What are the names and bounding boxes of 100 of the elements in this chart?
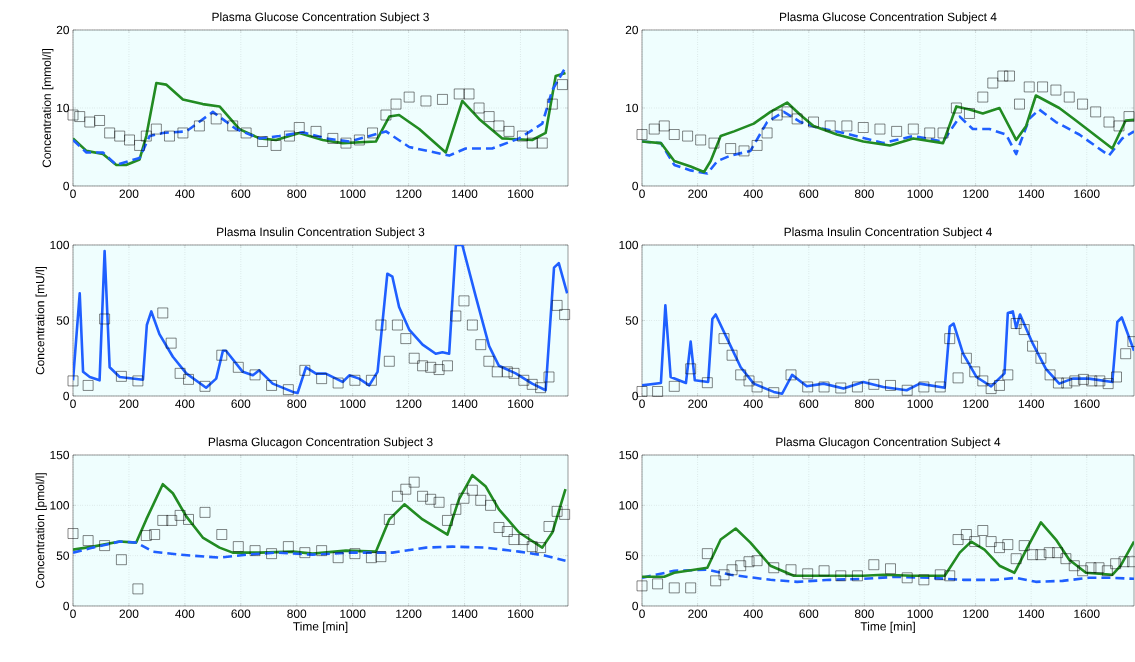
point — [551, 506, 563, 517]
point — [99, 540, 110, 551]
y-tick-label: 0 — [63, 601, 70, 611]
x-tick-label: 200 — [119, 399, 139, 408]
y-tick-label: 0 — [632, 601, 639, 611]
x-tick-label: 0 — [70, 189, 76, 198]
point — [227, 120, 238, 132]
point — [997, 70, 1009, 82]
point — [400, 483, 412, 495]
point — [1123, 111, 1135, 122]
point — [1010, 318, 1022, 329]
y-tick-label: 20 — [625, 25, 639, 35]
point — [232, 362, 244, 373]
point — [785, 564, 797, 576]
point — [559, 509, 570, 520]
point — [450, 504, 462, 515]
x-tick-label: 1000 — [340, 189, 366, 198]
point — [166, 515, 178, 526]
point — [725, 143, 736, 154]
x-tick-label: 1000 — [340, 609, 366, 618]
point — [458, 295, 470, 307]
point — [508, 368, 520, 379]
y-tick-label: 100 — [619, 240, 639, 250]
y-tick-label: 10 — [57, 103, 70, 113]
point — [985, 536, 997, 547]
point — [390, 98, 402, 110]
point — [1043, 547, 1055, 558]
point — [751, 555, 763, 566]
point — [94, 115, 105, 126]
y-tick-label: 50 — [625, 316, 639, 325]
point — [425, 493, 436, 505]
point — [392, 319, 403, 331]
point — [1014, 98, 1025, 110]
point — [977, 91, 989, 103]
point — [952, 372, 964, 384]
x-tick-label: 1200 — [963, 189, 989, 198]
x-tick-label: 0 — [639, 399, 645, 408]
point — [535, 542, 546, 553]
point — [367, 127, 378, 139]
point — [743, 556, 755, 568]
point — [467, 484, 478, 496]
point — [934, 381, 946, 393]
point — [183, 514, 194, 525]
x-tick-label: 400 — [175, 399, 195, 408]
point — [668, 582, 680, 594]
x-tick-label: 400 — [743, 399, 763, 408]
point — [485, 500, 496, 511]
point — [526, 137, 538, 149]
y-tick-label: 10 — [626, 103, 639, 113]
point — [901, 572, 913, 584]
x-tick-label: 600 — [799, 399, 819, 408]
point — [74, 111, 86, 122]
point — [349, 548, 361, 559]
point — [718, 333, 730, 344]
point — [249, 369, 261, 381]
point — [1010, 553, 1022, 564]
point — [408, 352, 420, 364]
point — [475, 495, 487, 506]
chart-title: Plasma Insulin Concentration Subject 3 — [217, 227, 425, 239]
point — [164, 130, 175, 142]
point — [908, 123, 919, 135]
point — [768, 387, 780, 398]
y-axis-title: Concentration [mmol/l] — [42, 49, 54, 168]
point — [808, 116, 819, 128]
point — [636, 129, 648, 140]
point — [403, 91, 415, 103]
point — [1018, 324, 1030, 335]
point — [726, 349, 738, 361]
point — [743, 375, 755, 387]
y-tick-label: 100 — [619, 501, 639, 510]
x-tick-label: 1000 — [907, 189, 933, 198]
point — [1037, 81, 1048, 93]
x-tick-label: 1400 — [452, 189, 478, 198]
point — [559, 309, 570, 320]
point — [668, 129, 680, 140]
x-axis-title: Time [min] — [860, 621, 915, 633]
point — [852, 570, 863, 582]
point — [658, 120, 670, 132]
y-tick-label: 100 — [50, 240, 70, 250]
y-tick-label: 0 — [632, 181, 639, 191]
point — [354, 134, 365, 146]
point — [450, 310, 462, 322]
point — [67, 375, 79, 387]
x-tick-label: 200 — [119, 189, 139, 198]
point — [977, 525, 989, 536]
chart-title: Plasma Insulin Concentration Subject 4 — [784, 227, 992, 239]
point — [380, 109, 392, 121]
point — [437, 94, 448, 105]
point — [375, 319, 387, 331]
point — [216, 529, 228, 540]
x-tick-label: 1200 — [396, 189, 422, 198]
y-tick-label: 0 — [632, 391, 639, 401]
point — [493, 522, 505, 533]
point — [977, 375, 989, 387]
point — [1068, 560, 1080, 572]
point — [1060, 553, 1072, 564]
point — [924, 127, 936, 139]
point — [458, 492, 470, 504]
point — [293, 122, 305, 133]
point — [761, 127, 773, 139]
